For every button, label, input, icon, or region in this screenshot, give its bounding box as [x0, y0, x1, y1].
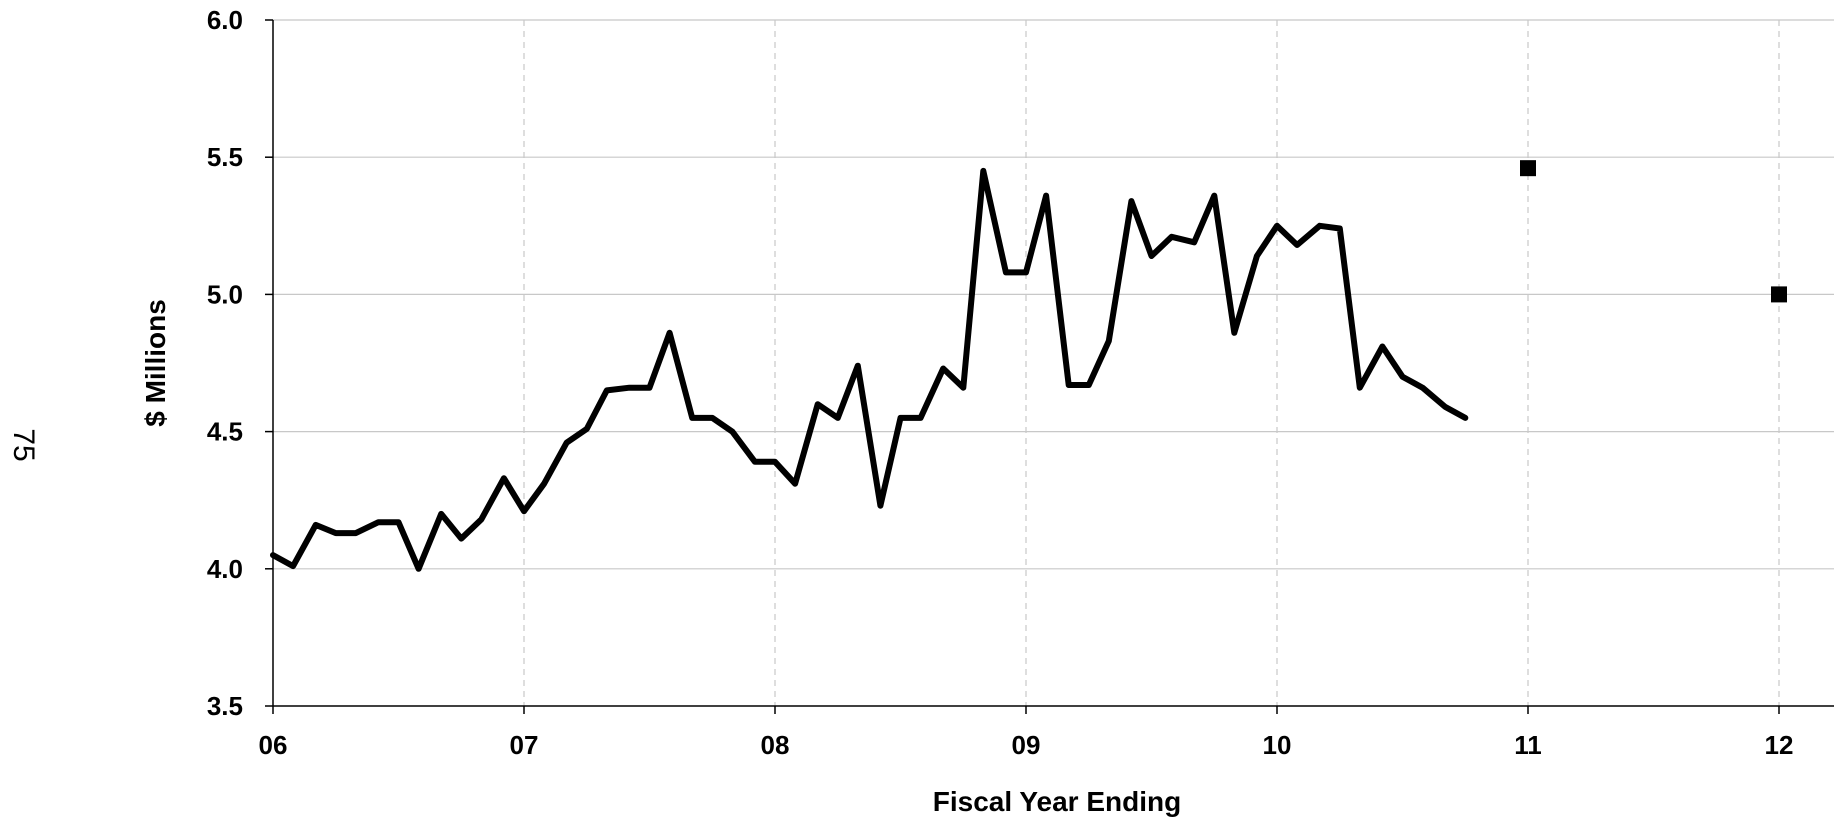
y-tick-label: 4.0	[207, 554, 243, 584]
y-tick-label: 3.5	[207, 691, 243, 721]
tick-labels: 3.5 4.0 4.5 5.0 5.5 6.0 06 07 08 09 10 11 12	[207, 5, 1794, 760]
page-number: 75	[7, 428, 40, 461]
x-tick-label: 12	[1765, 730, 1794, 760]
x-tick-label: 06	[259, 730, 288, 760]
x-tick-label: 08	[761, 730, 790, 760]
y-tick-label: 4.5	[207, 417, 243, 447]
grid-lines	[273, 19, 1834, 706]
square-marker	[1771, 286, 1787, 303]
x-tick-label: 10	[1263, 730, 1292, 760]
square-marker	[1520, 160, 1536, 177]
x-tick-label: 09	[1012, 730, 1041, 760]
y-tick-label: 5.0	[207, 279, 243, 309]
x-axis-title: Fiscal Year Ending	[933, 786, 1181, 817]
y-tick-label: 5.5	[207, 142, 243, 172]
axes	[265, 19, 1834, 714]
x-tick-label: 11	[1514, 730, 1542, 760]
y-axis-title: $ Millions	[140, 299, 171, 427]
y-tick-label: 6.0	[207, 5, 243, 35]
x-tick-label: 07	[510, 730, 539, 760]
series-line	[270, 167, 1469, 572]
plot-area	[270, 160, 1787, 572]
